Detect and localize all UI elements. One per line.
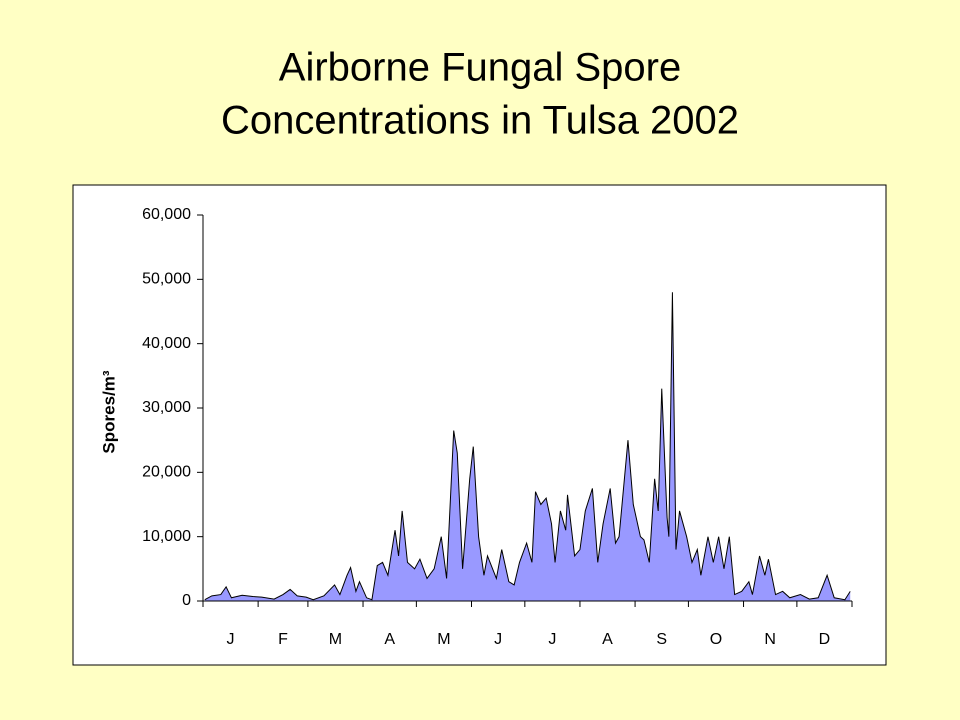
x-tick-label: A bbox=[602, 631, 613, 648]
y-tick-label: 40,000 bbox=[142, 335, 191, 352]
x-tick-label: A bbox=[384, 631, 395, 648]
x-tick-label: J bbox=[494, 631, 502, 648]
y-tick-label: 10,000 bbox=[142, 528, 191, 545]
y-tick-label: 60,000 bbox=[142, 206, 191, 223]
area-outline bbox=[204, 292, 851, 601]
y-tick-label: 30,000 bbox=[142, 399, 191, 416]
x-tick-label: N bbox=[764, 631, 776, 648]
x-tick-label: F bbox=[278, 631, 288, 648]
x-tick-label: J bbox=[227, 631, 235, 648]
title-line: Concentrations in Tulsa 2002 bbox=[221, 99, 739, 143]
title-line: Airborne Fungal Spore bbox=[279, 46, 681, 90]
x-tick-label: M bbox=[437, 631, 450, 648]
y-tick-label: 50,000 bbox=[142, 271, 191, 288]
x-tick-label: J bbox=[548, 631, 556, 648]
x-tick-label: O bbox=[710, 631, 722, 648]
x-tick-label: M bbox=[329, 631, 342, 648]
y-tick-label: 20,000 bbox=[142, 464, 191, 481]
y-axis-label: Spores/m³ bbox=[99, 370, 118, 453]
x-tick-label: S bbox=[656, 631, 667, 648]
x-tick-label: D bbox=[819, 631, 831, 648]
y-tick-label: 0 bbox=[182, 592, 191, 609]
